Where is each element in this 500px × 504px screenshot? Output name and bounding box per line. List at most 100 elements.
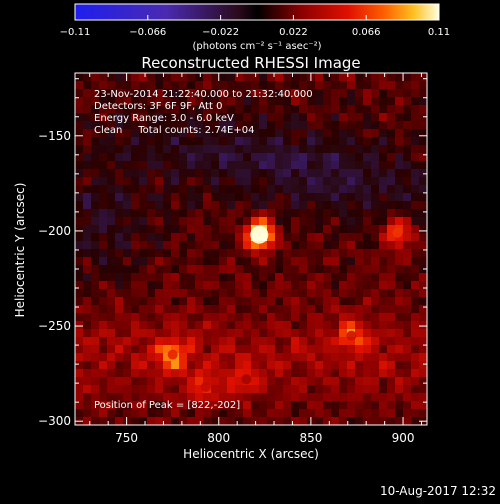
heatmap-cell: [91, 105, 100, 114]
heatmap-cell: [355, 257, 364, 266]
heatmap-cell: [171, 241, 180, 250]
heatmap-cell: [371, 105, 380, 114]
heatmap-cell: [91, 177, 100, 186]
heatmap-cell: [291, 377, 300, 386]
heatmap-cell: [227, 345, 236, 354]
heatmap-cell: [99, 289, 108, 298]
heatmap-cell: [227, 137, 236, 146]
heatmap-cell: [283, 121, 292, 130]
heatmap-cell: [395, 185, 404, 194]
heatmap-cell: [155, 401, 164, 410]
heatmap-cell: [235, 121, 244, 130]
heatmap-cell: [291, 321, 300, 330]
heatmap-cell: [171, 345, 180, 354]
heatmap-cell: [219, 225, 228, 234]
heatmap-cell: [419, 113, 427, 122]
heatmap-cell: [107, 281, 116, 290]
x-axis-label: Heliocentric X (arcsec): [183, 447, 319, 461]
heatmap-cell: [187, 417, 196, 425]
heatmap-cell: [187, 273, 196, 282]
heatmap-cell: [387, 145, 396, 154]
heatmap-cell: [315, 105, 324, 114]
heatmap-cell: [187, 121, 196, 130]
heatmap-cell: [163, 313, 172, 322]
heatmap-cell: [307, 401, 316, 410]
heatmap-cell: [291, 97, 300, 106]
heatmap-cell: [403, 217, 412, 226]
heatmap-cell: [219, 105, 228, 114]
heatmap-cell: [155, 137, 164, 146]
heatmap-cell: [275, 241, 284, 250]
heatmap-cell: [395, 305, 404, 314]
heatmap-cell: [131, 233, 140, 242]
heatmap-cell: [235, 273, 244, 282]
heatmap-cell: [355, 185, 364, 194]
heatmap-cell: [363, 417, 372, 425]
heatmap-cell: [195, 369, 204, 378]
heatmap-cell: [171, 257, 180, 266]
heatmap-cell: [419, 137, 427, 146]
heatmap-cell: [171, 217, 180, 226]
heatmap-cell: [379, 145, 388, 154]
y-tick-label: −300: [38, 414, 71, 428]
heatmap-cell: [91, 241, 100, 250]
heatmap-cell: [155, 233, 164, 242]
heatmap-cell: [395, 137, 404, 146]
heatmap-cell: [339, 305, 348, 314]
heatmap-cell: [387, 161, 396, 170]
heatmap-cell: [107, 105, 116, 114]
heatmap-cell: [171, 289, 180, 298]
heatmap-cell: [395, 417, 404, 425]
heatmap-cell: [123, 153, 132, 162]
heatmap-cell: [139, 153, 148, 162]
heatmap-cell: [275, 297, 284, 306]
heatmap-cell: [283, 137, 292, 146]
heatmap-cell: [291, 281, 300, 290]
heatmap-cell: [339, 361, 348, 370]
heatmap-cell: [395, 89, 404, 98]
heatmap-cell: [91, 377, 100, 386]
heatmap-cell: [419, 345, 427, 354]
heatmap-cell: [83, 121, 92, 130]
heatmap-cell: [299, 321, 308, 330]
heatmap-cell: [163, 153, 172, 162]
heatmap-cell: [91, 353, 100, 362]
heatmap-cell: [123, 209, 132, 218]
heatmap-cell: [99, 401, 108, 410]
heatmap-cell: [331, 233, 340, 242]
heatmap-cell: [99, 313, 108, 322]
heatmap-cell: [107, 265, 116, 274]
heatmap-cell: [219, 313, 228, 322]
heatmap-cell: [227, 73, 236, 82]
heatmap-cell: [251, 313, 260, 322]
heatmap-cell: [123, 169, 132, 178]
heatmap-cell: [363, 337, 372, 346]
heatmap-cell: [203, 113, 212, 122]
heatmap-cell: [115, 177, 124, 186]
heatmap-cell: [139, 345, 148, 354]
heatmap-cell: [115, 273, 124, 282]
heatmap-cell: [91, 385, 100, 394]
heatmap-cell: [211, 193, 220, 202]
heatmap-cell: [99, 305, 108, 314]
heatmap-cell: [179, 225, 188, 234]
heatmap-cell: [339, 249, 348, 258]
heatmap-cell: [83, 257, 92, 266]
heatmap-cell: [259, 161, 268, 170]
heatmap-cell: [363, 137, 372, 146]
heatmap-cell: [155, 305, 164, 314]
heatmap-cell: [419, 169, 427, 178]
heatmap-cell: [243, 401, 252, 410]
heatmap-cell: [107, 113, 116, 122]
heatmap-cell: [99, 169, 108, 178]
heatmap-cell: [395, 257, 404, 266]
heatmap-cell: [171, 233, 180, 242]
heatmap-cell: [347, 305, 356, 314]
heatmap-cell: [227, 313, 236, 322]
heatmap-cell: [339, 313, 348, 322]
heatmap-cell: [251, 329, 260, 338]
heatmap-cell: [235, 257, 244, 266]
heatmap-cell: [379, 273, 388, 282]
heatmap-cell: [203, 369, 212, 378]
heatmap-cell: [419, 393, 427, 402]
